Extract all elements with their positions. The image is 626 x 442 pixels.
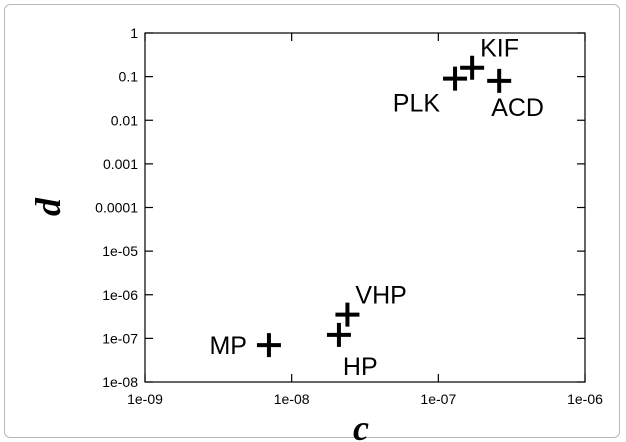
y-tick-label: 0.001 [103,156,138,172]
point-label: VHP [355,282,406,310]
plus-marker [487,68,512,93]
plus-marker [256,333,281,358]
y-tick-label: 1e-05 [102,243,138,259]
data-point-hp: HP [326,322,378,381]
plus-marker [335,302,360,327]
point-label: KIF [480,35,519,63]
y-tick-label: 1e-06 [102,287,138,303]
point-label: MP [209,332,247,360]
point-label: PLK [393,90,441,118]
x-tick-label: 1e-08 [274,391,310,407]
plus-marker [460,55,485,80]
data-point-acd: ACD [487,68,544,122]
y-tick-label: 1 [130,25,138,41]
data-points: MP HP VHP PLK KIF ACD [209,35,544,381]
axis-ticks: 1e-09 1e-08 1e-07 1e-0610.10.010.0010.00011… [95,25,603,407]
figure-frame [4,4,620,438]
data-point-kif: KIF [460,35,519,80]
y-tick-label: 0.0001 [95,200,138,216]
point-label: ACD [491,94,544,122]
y-tick-label: 0.1 [119,69,139,85]
plot-area [144,32,586,383]
x-tick-label: 1e-06 [567,391,603,407]
data-point-mp: MP [209,332,281,360]
plus-marker [443,66,468,91]
y-tick-label: 1e-08 [102,374,138,390]
y-axis-title: d [28,197,68,216]
x-axis-title: c [353,408,369,442]
y-tick-label: 0.01 [111,112,138,128]
x-tick-label: 1e-09 [127,391,163,407]
y-tick-label: 1e-07 [102,330,138,346]
plus-marker [326,322,351,347]
x-tick-label: 1e-07 [420,391,456,407]
data-point-vhp: VHP [335,282,407,327]
point-label: HP [343,353,378,381]
data-point-plk: PLK [393,66,468,118]
